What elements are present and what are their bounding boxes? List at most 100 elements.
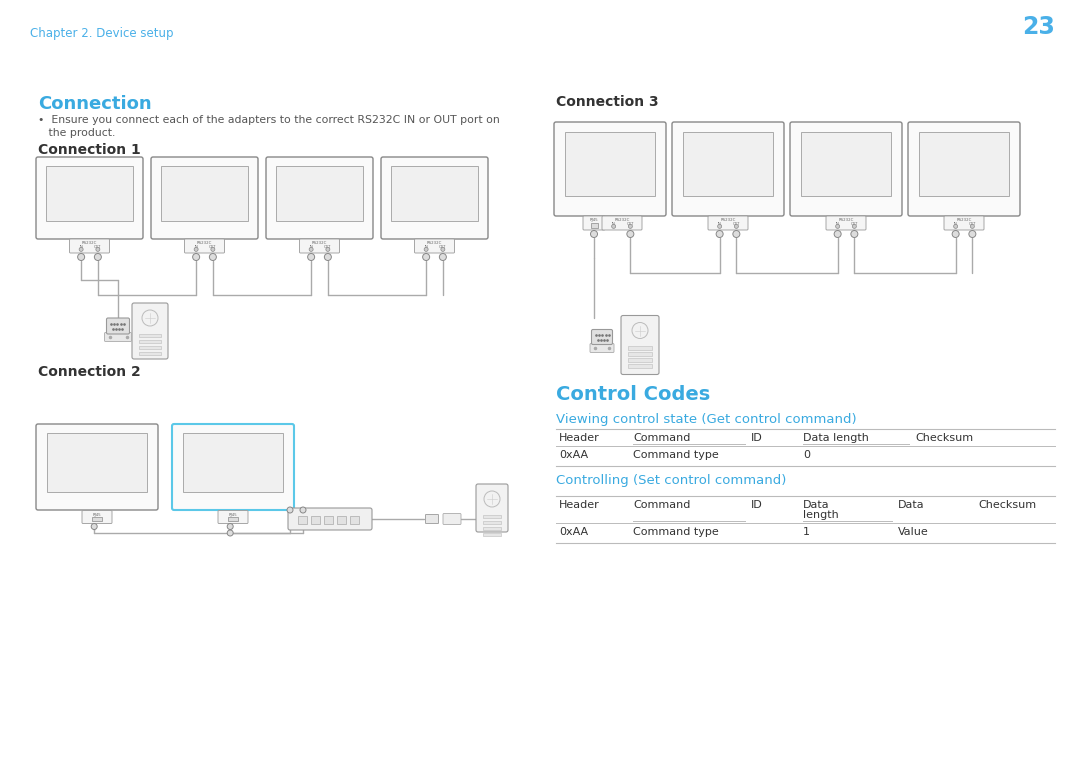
- Text: 23: 23: [1022, 15, 1055, 39]
- Bar: [139, 333, 161, 337]
- Text: IN: IN: [424, 245, 428, 249]
- Circle shape: [424, 247, 428, 251]
- Text: OUT: OUT: [851, 221, 858, 226]
- FancyBboxPatch shape: [583, 216, 605, 230]
- Text: RS232C: RS232C: [197, 241, 212, 246]
- Text: Command type: Command type: [633, 527, 719, 537]
- Circle shape: [734, 224, 739, 228]
- Circle shape: [953, 230, 959, 237]
- Text: Data: Data: [897, 500, 924, 510]
- FancyBboxPatch shape: [944, 216, 984, 230]
- Text: IN: IN: [309, 245, 313, 249]
- Text: IN: IN: [718, 221, 721, 226]
- Circle shape: [969, 230, 976, 237]
- Text: IN: IN: [79, 245, 83, 249]
- FancyBboxPatch shape: [288, 508, 372, 530]
- Circle shape: [96, 247, 99, 251]
- Text: the product.: the product.: [38, 128, 116, 138]
- Text: OUT: OUT: [732, 221, 740, 226]
- Text: Data: Data: [804, 500, 829, 510]
- Text: RS232C: RS232C: [720, 218, 735, 223]
- FancyBboxPatch shape: [443, 513, 461, 524]
- Bar: [92, 517, 102, 521]
- Text: OUT: OUT: [210, 245, 217, 249]
- Circle shape: [852, 224, 856, 228]
- Text: Command type: Command type: [633, 450, 719, 460]
- Text: ID: ID: [751, 500, 762, 510]
- FancyBboxPatch shape: [381, 157, 488, 239]
- Text: Connection: Connection: [38, 95, 151, 113]
- Bar: [591, 223, 597, 228]
- Bar: [139, 352, 161, 355]
- Text: OUT: OUT: [440, 245, 446, 249]
- Bar: [228, 517, 238, 521]
- Bar: [565, 132, 656, 196]
- Bar: [48, 433, 147, 491]
- FancyBboxPatch shape: [218, 510, 248, 523]
- Bar: [337, 516, 346, 524]
- Bar: [139, 346, 161, 349]
- Bar: [483, 533, 501, 536]
- FancyBboxPatch shape: [602, 216, 642, 230]
- Bar: [391, 166, 477, 221]
- Text: RS232C: RS232C: [312, 241, 327, 246]
- FancyBboxPatch shape: [36, 424, 158, 510]
- Circle shape: [717, 224, 721, 228]
- Bar: [46, 166, 133, 221]
- Text: 0xAA: 0xAA: [559, 527, 589, 537]
- Text: Connection 1: Connection 1: [38, 143, 140, 157]
- Circle shape: [836, 224, 839, 228]
- FancyBboxPatch shape: [132, 303, 168, 359]
- FancyBboxPatch shape: [82, 510, 112, 523]
- Bar: [161, 166, 247, 221]
- Text: IN: IN: [954, 221, 958, 226]
- Circle shape: [192, 253, 200, 260]
- Text: RS232C: RS232C: [838, 218, 853, 223]
- Circle shape: [440, 253, 446, 260]
- Circle shape: [91, 523, 97, 530]
- Text: Controlling (Set control command): Controlling (Set control command): [556, 474, 786, 487]
- FancyBboxPatch shape: [789, 122, 902, 216]
- FancyBboxPatch shape: [554, 122, 666, 216]
- Text: Header: Header: [559, 433, 599, 443]
- Bar: [627, 352, 652, 356]
- FancyBboxPatch shape: [592, 330, 612, 345]
- FancyBboxPatch shape: [621, 315, 659, 375]
- Circle shape: [733, 230, 740, 237]
- FancyBboxPatch shape: [266, 157, 373, 239]
- FancyBboxPatch shape: [107, 318, 130, 334]
- Bar: [324, 516, 333, 524]
- Bar: [483, 520, 501, 524]
- Text: Command: Command: [633, 433, 690, 443]
- Circle shape: [300, 507, 306, 513]
- Bar: [483, 514, 501, 518]
- Text: OUT: OUT: [969, 221, 976, 226]
- Circle shape: [626, 230, 634, 237]
- FancyBboxPatch shape: [826, 216, 866, 230]
- Circle shape: [629, 224, 633, 228]
- Bar: [298, 516, 307, 524]
- Text: 0xAA: 0xAA: [559, 450, 589, 460]
- Bar: [627, 364, 652, 368]
- Circle shape: [309, 247, 313, 251]
- Circle shape: [94, 253, 102, 260]
- Bar: [139, 340, 161, 343]
- Circle shape: [324, 253, 332, 260]
- Circle shape: [227, 523, 233, 530]
- Bar: [483, 526, 501, 530]
- Text: RS232C: RS232C: [956, 218, 972, 223]
- Text: RS232C: RS232C: [427, 241, 442, 246]
- FancyBboxPatch shape: [672, 122, 784, 216]
- Circle shape: [716, 230, 724, 237]
- FancyBboxPatch shape: [415, 239, 455, 253]
- Text: RJ45: RJ45: [93, 513, 102, 517]
- Text: Command: Command: [633, 500, 690, 510]
- FancyBboxPatch shape: [476, 484, 508, 532]
- Circle shape: [211, 247, 215, 251]
- Circle shape: [194, 247, 198, 251]
- FancyBboxPatch shape: [908, 122, 1020, 216]
- Text: OUT: OUT: [94, 245, 102, 249]
- Bar: [276, 166, 363, 221]
- FancyBboxPatch shape: [36, 157, 143, 239]
- Circle shape: [611, 224, 616, 228]
